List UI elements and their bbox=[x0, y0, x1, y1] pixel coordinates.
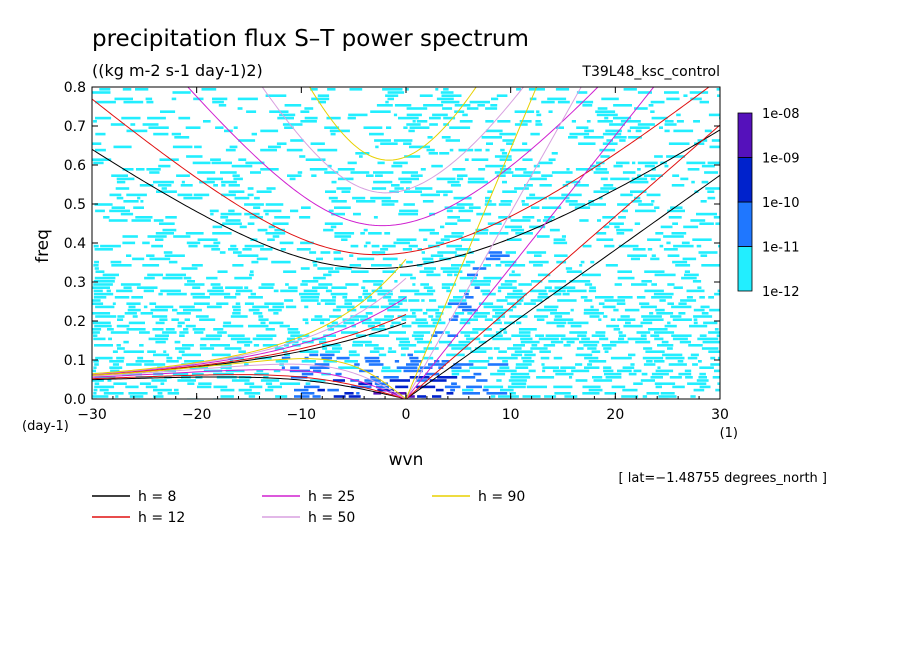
x-tick-label: −30 bbox=[77, 407, 107, 423]
kelvin-curve-h12 bbox=[405, 124, 720, 399]
rossby-curve-h90 bbox=[92, 358, 407, 399]
curve-legend: h = 8 h = 12 h = 25 h = 50 h = 90 bbox=[92, 489, 525, 526]
ig-curve-h90 bbox=[308, 87, 477, 161]
colorbar-level-label: 1e-09 bbox=[762, 152, 800, 167]
run-label: T39L48_ksc_control bbox=[581, 64, 720, 80]
kelvin-curve-h90 bbox=[405, 87, 538, 399]
x-axis-label: wvn bbox=[389, 450, 424, 470]
ig-curve-h8 bbox=[92, 129, 720, 270]
plot-area: −30 −20 −10 0 10 20 30 0.0 0.1 0.2 0.3 0.4 0.5 0.6 0.7… bbox=[64, 80, 729, 423]
legend-label: h = 50 bbox=[308, 510, 355, 526]
y-tick-label: 0.2 bbox=[64, 314, 86, 330]
rossby-curve-h25 bbox=[92, 369, 407, 399]
colorbar-swatch bbox=[737, 246, 753, 292]
power-field bbox=[92, 88, 720, 399]
dispersion-curves bbox=[92, 87, 720, 399]
rossby-curve-h50 bbox=[92, 363, 407, 399]
y-tick-label: 0.1 bbox=[64, 353, 86, 369]
kelvin-curve-h25 bbox=[405, 87, 655, 399]
mrg-curve-h25 bbox=[92, 297, 407, 375]
mrg-curve-h12 bbox=[92, 314, 407, 376]
legend-label: h = 90 bbox=[478, 489, 525, 505]
chart-title: precipitation flux S–T power spectrum bbox=[92, 26, 529, 52]
latitude-note: [ lat=−1.48755 degrees_north ] bbox=[619, 471, 827, 486]
rossby-curve-h12 bbox=[92, 374, 407, 399]
colorbar-swatch bbox=[737, 112, 753, 158]
x-unit-label: (1) bbox=[720, 426, 738, 441]
y-tick-label: 0.8 bbox=[64, 80, 86, 96]
y-tick-label: 0.6 bbox=[64, 158, 86, 174]
x-tick-label: 0 bbox=[402, 407, 411, 423]
legend-label: h = 12 bbox=[138, 510, 185, 526]
colorbar-swatch bbox=[737, 201, 753, 247]
y-tick-label: 0.7 bbox=[64, 119, 86, 135]
x-tick-label: 20 bbox=[606, 407, 624, 423]
colorbar-level-label: 1e-08 bbox=[762, 107, 800, 122]
kelvin-curve-h8 bbox=[405, 174, 720, 399]
x-tick-label: −10 bbox=[287, 407, 317, 423]
legend-label: h = 25 bbox=[308, 489, 355, 505]
ig-curve-h50 bbox=[261, 87, 525, 194]
y-tick-label: 0.4 bbox=[64, 236, 86, 252]
y-tick-label: 0.3 bbox=[64, 275, 86, 291]
colorbar: 1e-12 1e-11 1e-10 1e-09 1e-08 bbox=[737, 107, 800, 300]
legend-label: h = 8 bbox=[138, 489, 176, 505]
colorbar-swatch bbox=[737, 157, 753, 203]
y-tick-label: 0.0 bbox=[64, 392, 86, 408]
colorbar-level-label: 1e-10 bbox=[762, 196, 800, 211]
axis-ticks: −30 −20 −10 0 10 20 30 0.0 0.1 0.2 0.3 0.4 0.5 0.6 0.7… bbox=[64, 80, 729, 423]
rossby-curve-h8 bbox=[92, 376, 407, 399]
x-tick-label: −20 bbox=[182, 407, 212, 423]
y-axis-label: freq bbox=[33, 229, 53, 263]
x-tick-label: 30 bbox=[711, 407, 729, 423]
kelvin-curve-h50 bbox=[405, 87, 582, 399]
y-unit-label: (day-1) bbox=[22, 419, 69, 434]
mrg-curve-h90 bbox=[92, 258, 407, 375]
chart-units: ((kg m-2 s-1 day-1)2) bbox=[92, 61, 263, 80]
ig-curve-h12 bbox=[92, 87, 710, 256]
colorbar-level-label: 1e-12 bbox=[762, 285, 800, 300]
colorbar-level-label: 1e-11 bbox=[762, 241, 800, 256]
ig-curve-h25 bbox=[187, 87, 599, 227]
y-tick-label: 0.5 bbox=[64, 197, 86, 213]
x-tick-label: 10 bbox=[502, 407, 520, 423]
